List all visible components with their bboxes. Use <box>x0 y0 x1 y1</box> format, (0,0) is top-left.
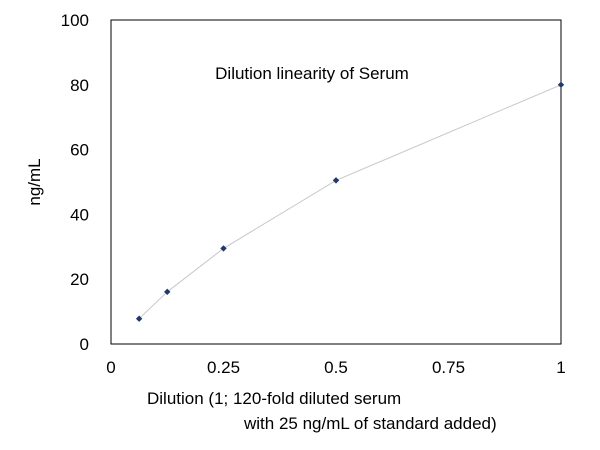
x-tick-label: 0 <box>106 358 115 377</box>
data-point <box>220 245 227 252</box>
x-axis-ticks: 0 0.25 0.5 0.75 1 <box>106 358 565 377</box>
x-tick-label: 0.5 <box>324 358 348 377</box>
x-tick-label: 1 <box>556 358 565 377</box>
series-line-group <box>138 84 562 320</box>
series-points-group <box>135 81 565 322</box>
x-axis-label-line-1: Dilution (1; 120-fold diluted serum <box>147 389 401 408</box>
y-tick-label: 80 <box>70 76 89 95</box>
x-tick-label: 0.75 <box>432 358 465 377</box>
y-axis-ticks: 0 20 40 60 80 100 <box>61 11 89 354</box>
chart-title: Dilution linearity of Serum <box>215 64 409 83</box>
data-point <box>557 81 565 88</box>
series-line <box>138 84 562 320</box>
data-point <box>135 315 143 322</box>
y-axis-label: ng/mL <box>25 158 44 205</box>
data-point <box>332 177 340 184</box>
x-tick-label: 0.25 <box>207 358 240 377</box>
plot-area <box>110 19 562 345</box>
data-point <box>164 288 171 296</box>
y-tick-label: 40 <box>70 205 89 224</box>
y-tick-label: 100 <box>61 11 89 30</box>
y-tick-label: 60 <box>70 141 89 160</box>
y-tick-label: 20 <box>70 270 89 289</box>
x-axis-label-line-2: with 25 ng/mL of standard added) <box>243 414 497 433</box>
y-tick-label: 0 <box>80 335 89 354</box>
